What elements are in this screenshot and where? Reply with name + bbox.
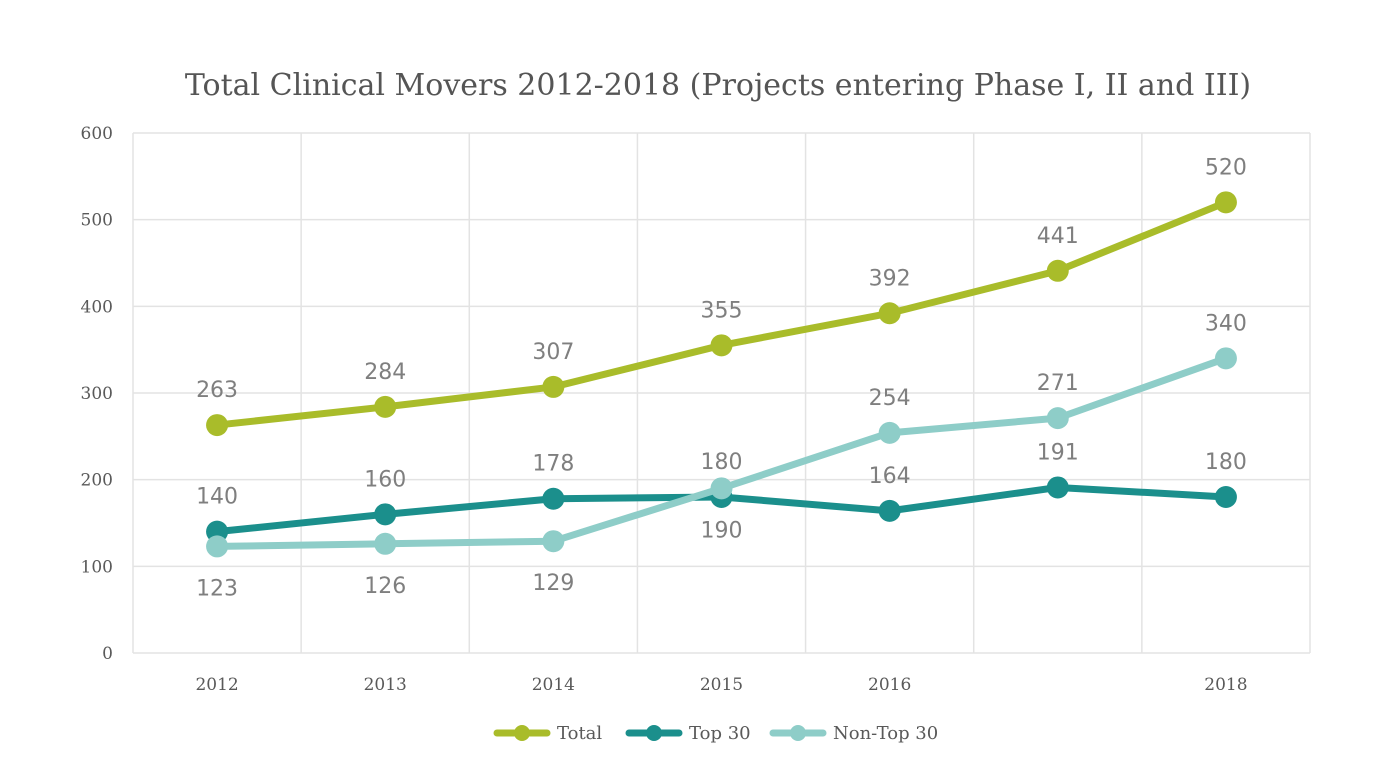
grid-lines [132, 132, 1311, 654]
y-tick-label: 300 [81, 384, 113, 404]
data-label: 191 [1037, 440, 1079, 465]
data-point [374, 503, 397, 526]
legend: Total Top 30 Non-Top 30 [493, 723, 938, 744]
data-label: 140 [196, 485, 238, 510]
data-labels: 263 284 307 355 392 441 520 140 160 178 180 164 191 1… [196, 155, 1247, 601]
data-label: 160 [364, 467, 406, 492]
data-label: 180 [701, 450, 743, 475]
data-label: 271 [1037, 371, 1079, 396]
y-tick-label: 400 [81, 297, 113, 317]
data-label: 392 [869, 266, 911, 291]
legend-label: Top 30 [689, 723, 751, 744]
data-point [1046, 407, 1069, 430]
data-label: 263 [196, 378, 238, 403]
data-point [542, 487, 565, 510]
data-point [1046, 259, 1069, 282]
data-label: 441 [1037, 224, 1079, 249]
data-point [542, 530, 565, 553]
data-label: 307 [532, 340, 574, 365]
data-point [206, 535, 229, 558]
data-point [1214, 486, 1237, 508]
data-point [542, 375, 565, 398]
chart-title: Total Clinical Movers 2012-2018 (Project… [185, 68, 1251, 103]
x-tick-label: 2013 [364, 675, 407, 695]
x-tick-label: 2014 [532, 675, 575, 695]
x-axis-ticks: 2012 2013 2014 2015 2016 2018 [195, 675, 1247, 695]
data-label: 355 [701, 298, 743, 323]
y-tick-label: 500 [81, 211, 113, 231]
data-point [1214, 347, 1237, 370]
legend-label: Total [557, 723, 602, 744]
data-point [206, 414, 229, 437]
legend-label: Non-Top 30 [833, 723, 938, 744]
data-point [374, 395, 397, 418]
legend-item: Top 30 [625, 723, 751, 744]
data-label: 520 [1205, 155, 1247, 180]
data-point [1214, 191, 1237, 214]
legend-swatch-marker [646, 725, 662, 741]
data-label: 129 [532, 571, 574, 596]
series-lines [206, 191, 1237, 558]
data-label: 254 [869, 386, 911, 411]
data-label: 123 [196, 576, 238, 601]
y-axis-ticks: 0 100 200 300 400 500 600 [81, 124, 113, 664]
data-label: 164 [869, 464, 911, 489]
data-label: 190 [701, 518, 743, 543]
y-tick-label: 600 [81, 124, 113, 144]
legend-swatch-marker [514, 725, 530, 741]
data-point [710, 477, 733, 500]
legend-item: Non-Top 30 [769, 723, 938, 744]
data-point [374, 532, 397, 555]
data-label: 284 [364, 360, 406, 385]
legend-item: Total [493, 723, 602, 744]
data-label: 340 [1205, 311, 1247, 336]
y-tick-label: 200 [81, 471, 113, 491]
data-point [710, 334, 733, 357]
data-label: 180 [1205, 450, 1247, 475]
x-tick-label: 2016 [868, 675, 911, 695]
data-point [878, 499, 901, 522]
data-label: 178 [532, 452, 574, 477]
x-tick-label: 2012 [195, 675, 238, 695]
x-tick-label: 2018 [1204, 675, 1247, 695]
data-point [878, 302, 901, 325]
y-tick-label: 100 [81, 557, 113, 577]
data-point [878, 421, 901, 444]
legend-swatch-marker [790, 725, 806, 741]
y-tick-label: 0 [102, 644, 113, 664]
data-point [1046, 476, 1069, 499]
data-label: 126 [364, 574, 406, 599]
x-tick-label: 2015 [700, 675, 743, 695]
